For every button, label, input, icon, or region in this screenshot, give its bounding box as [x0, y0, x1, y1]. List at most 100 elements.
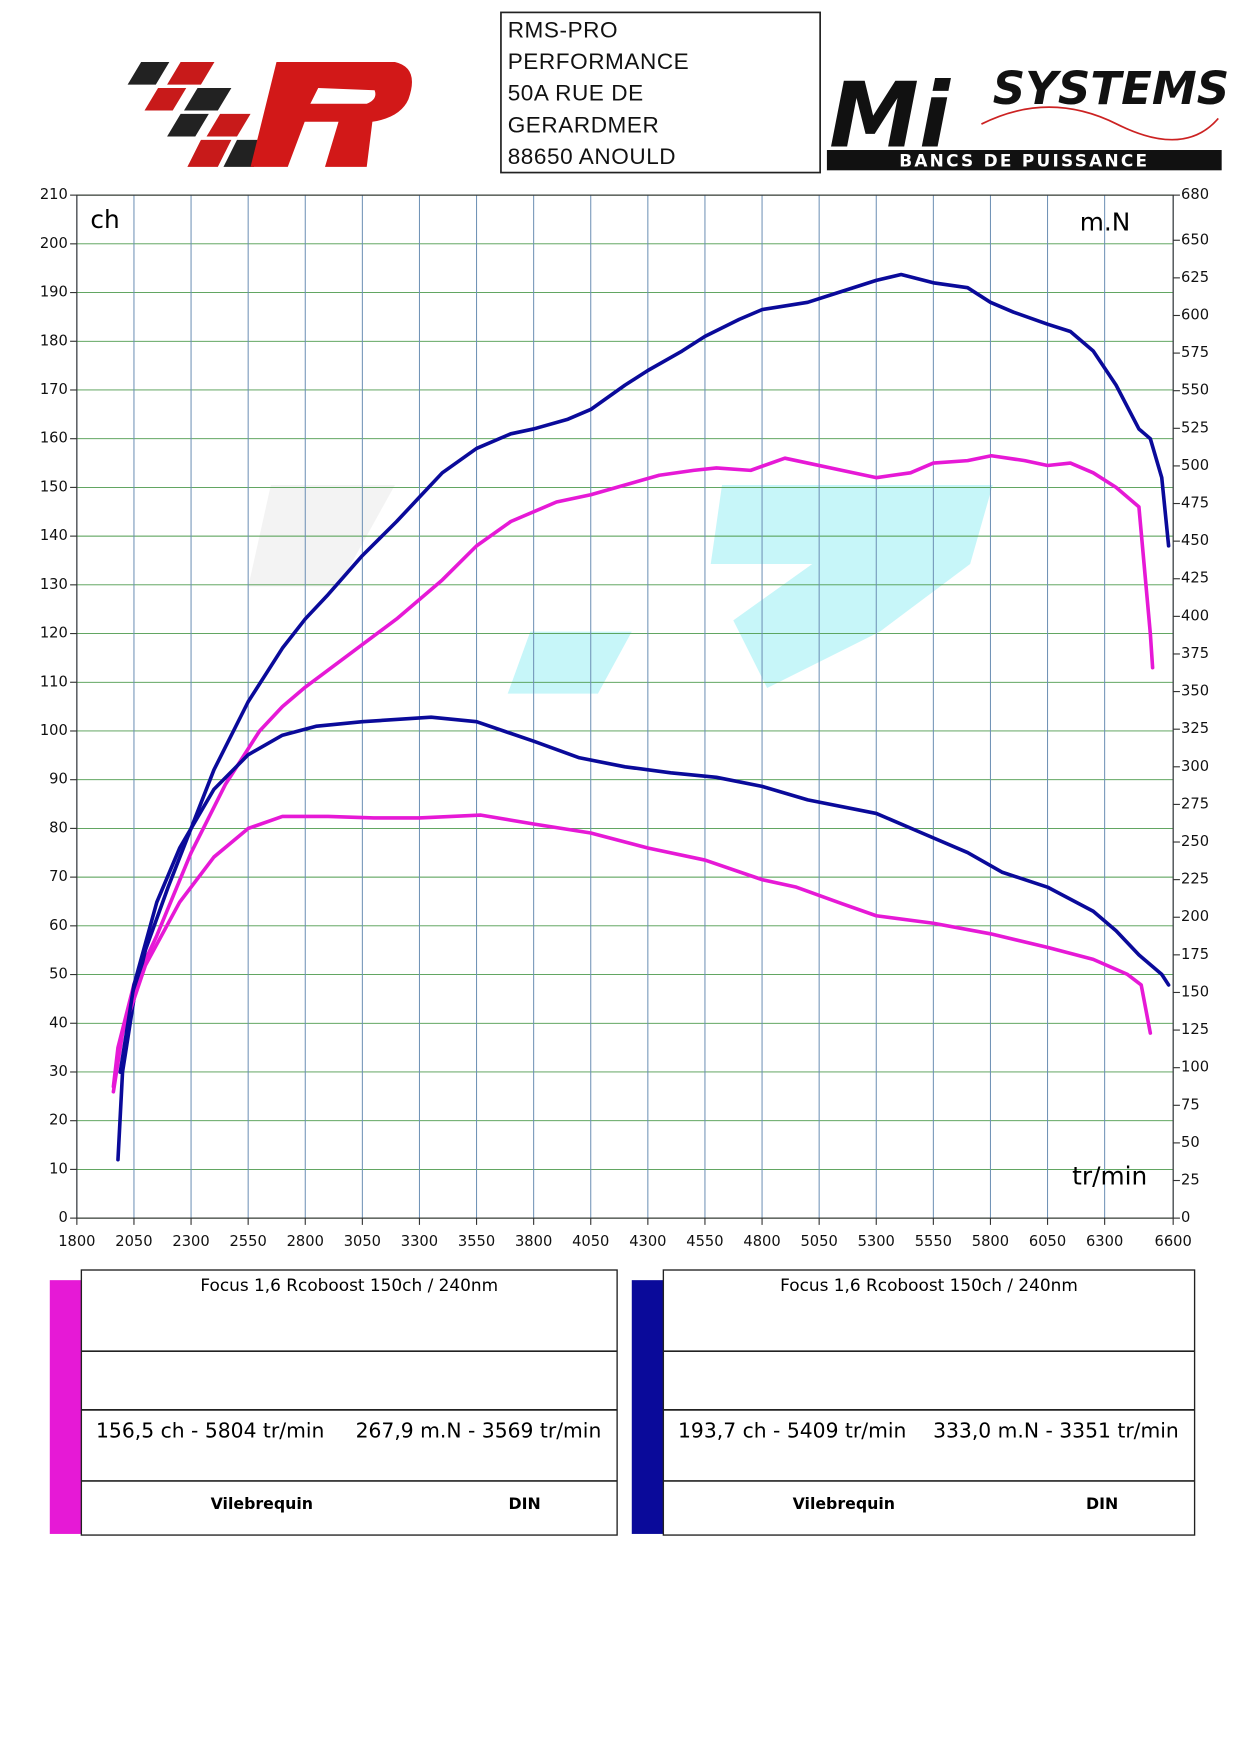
logo-tagline: BANCS DE PUISSANCE	[899, 150, 1149, 170]
line-series	[111, 813, 1153, 1094]
address-line: GERARDMER	[508, 112, 660, 137]
x-tick-label: 6050	[1029, 1233, 1066, 1250]
y2-tick-label: 325	[1181, 720, 1209, 737]
panel-box	[662, 1269, 1196, 1536]
y2-axis-label: m.N	[1080, 207, 1131, 236]
y-tick-label: 10	[49, 1160, 68, 1177]
y-tick-label: 80	[49, 819, 68, 836]
y2-tick-label: 450	[1181, 532, 1209, 549]
watermark	[248, 484, 993, 694]
right-logo: Mi SYSTEMS BANCS DE PUISSANCE	[826, 62, 1230, 171]
y-tick-label: 200	[40, 235, 68, 252]
y-tick-label: 0	[59, 1209, 68, 1226]
x-axis-label: tr/min	[1072, 1162, 1147, 1191]
y2-tick-label: 175	[1181, 946, 1209, 963]
address-line: PERFORMANCE	[508, 49, 690, 74]
y2-tick-label: 400	[1181, 607, 1209, 624]
y2-tick-label: 75	[1181, 1096, 1200, 1113]
y-tick-label: 70	[49, 868, 68, 885]
y2-tick-label: 125	[1181, 1021, 1209, 1038]
y2-tick-label: 275	[1181, 795, 1209, 812]
y-tick-label: 30	[49, 1063, 68, 1080]
y-tick-label: 100	[40, 722, 68, 739]
x-tick-label: 2300	[172, 1233, 209, 1250]
y-tick-label: 20	[49, 1112, 68, 1129]
y-tick-label: 150	[40, 478, 68, 495]
y-tick-label: 170	[40, 381, 68, 398]
line-series	[116, 272, 1171, 1162]
x-tick-label: 3300	[401, 1233, 438, 1250]
x-tick-label: 2050	[115, 1233, 152, 1250]
x-tick-label: 3800	[515, 1233, 552, 1250]
panel-torque-peak: 267,9 m.N - 3569 tr/min	[356, 1418, 602, 1442]
panel-standard: DIN	[1086, 1494, 1118, 1513]
panel-power-peak: 193,7 ch - 5409 tr/min	[678, 1418, 906, 1442]
x-tick-label: 2550	[229, 1233, 266, 1250]
panel-standard: DIN	[509, 1494, 541, 1513]
line-series	[111, 453, 1155, 1089]
x-tick-label: 4550	[686, 1233, 723, 1250]
y-tick-label: 40	[49, 1014, 68, 1031]
panel-title: Focus 1,6 Rcoboost 150ch / 240nm	[780, 1275, 1078, 1295]
left-logo	[127, 62, 412, 167]
y-tick-label: 130	[40, 576, 68, 593]
y-tick-label: 60	[49, 917, 68, 934]
y2-tick-label: 300	[1181, 758, 1209, 775]
y2-tick-label: 475	[1181, 495, 1209, 512]
address-line: 88650 ANOULD	[508, 144, 676, 169]
x-tick-label: 6300	[1086, 1233, 1123, 1250]
plot-frame	[76, 194, 1174, 1219]
panel-mode: Vilebrequin	[211, 1494, 313, 1513]
y2-tick-label: 250	[1181, 833, 1209, 850]
y-tick-label: 140	[40, 527, 68, 544]
y2-tick-label: 0	[1181, 1209, 1190, 1226]
panel-title: Focus 1,6 Rcoboost 150ch / 240nm	[200, 1275, 498, 1295]
y2-tick-label: 25	[1181, 1172, 1200, 1189]
y2-tick-label: 225	[1181, 871, 1209, 888]
x-tick-label: 5800	[972, 1233, 1009, 1250]
x-tick-label: 3050	[344, 1233, 381, 1250]
line-series	[118, 715, 1171, 1075]
x-tick-label: 4050	[572, 1233, 609, 1250]
y-tick-label: 110	[40, 673, 68, 690]
panel-torque-peak: 333,0 m.N - 3351 tr/min	[933, 1418, 1179, 1442]
panel-box	[80, 1269, 618, 1536]
y2-tick-label: 525	[1181, 419, 1209, 436]
x-tick-label: 5050	[800, 1233, 837, 1250]
y2-tick-label: 100	[1181, 1059, 1209, 1076]
y2-tick-label: 150	[1181, 983, 1209, 1000]
y-tick-label: 90	[49, 771, 68, 788]
x-tick-label: 2800	[287, 1233, 324, 1250]
y2-tick-label: 375	[1181, 645, 1209, 662]
panel-mode: Vilebrequin	[793, 1494, 895, 1513]
x-tick-label: 1800	[58, 1233, 95, 1250]
y2-tick-label: 425	[1181, 570, 1209, 587]
panel-color	[631, 1280, 664, 1534]
address-line: RMS-PRO	[508, 18, 618, 43]
y2-tick-label: 500	[1181, 457, 1209, 474]
address-line: 50A RUE DE	[508, 81, 644, 106]
y2-tick-label: 575	[1181, 344, 1209, 361]
y-tick-label: 180	[40, 332, 68, 349]
y2-tick-label: 50	[1181, 1134, 1200, 1151]
y2-tick-label: 650	[1181, 231, 1209, 248]
y2-tick-label: 680	[1181, 186, 1209, 203]
y2-tick-label: 550	[1181, 382, 1209, 399]
y-axis-label: ch	[90, 205, 119, 234]
y-tick-label: 190	[40, 284, 68, 301]
x-tick-label: 4300	[629, 1233, 666, 1250]
y-tick-label: 120	[40, 625, 68, 642]
x-tick-label: 5550	[915, 1233, 952, 1250]
y2-tick-label: 600	[1181, 306, 1209, 323]
x-tick-label: 6600	[1155, 1233, 1192, 1250]
logo-brand: SYSTEMS	[993, 62, 1230, 115]
panel-color	[49, 1280, 82, 1534]
y-tick-label: 210	[40, 186, 68, 203]
x-tick-label: 5300	[858, 1233, 895, 1250]
panel-power-peak: 156,5 ch - 5804 tr/min	[96, 1418, 324, 1442]
y2-tick-label: 200	[1181, 908, 1209, 925]
y-tick-label: 50	[49, 966, 68, 983]
y-tick-label: 160	[40, 430, 68, 447]
